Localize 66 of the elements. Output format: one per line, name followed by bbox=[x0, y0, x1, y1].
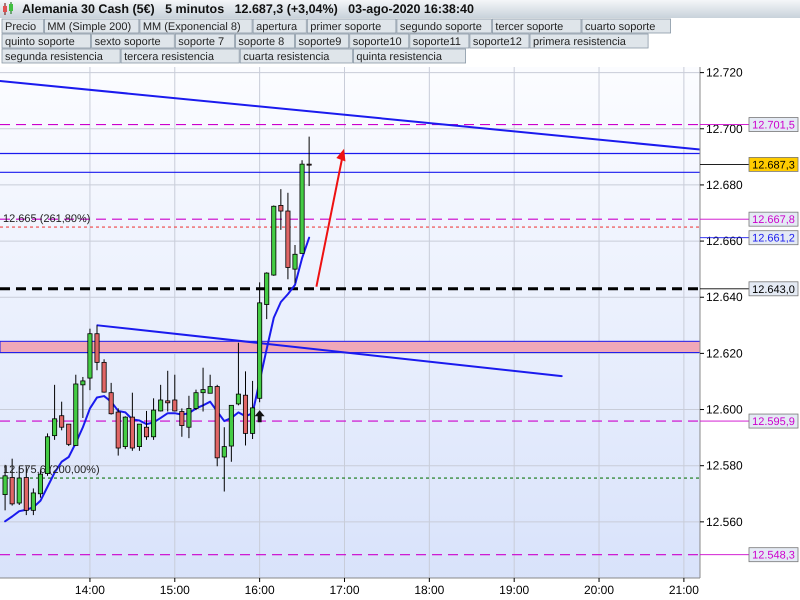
text: soporte10 bbox=[352, 36, 402, 48]
text: segunda resistencia bbox=[5, 51, 104, 63]
text: soporte11 bbox=[412, 36, 461, 48]
candlestick bbox=[30, 488, 36, 516]
text: sexto soporte bbox=[94, 36, 161, 48]
ref-line-label: 12.701,5 bbox=[752, 120, 795, 132]
candlestick bbox=[66, 424, 72, 447]
x-tick-label: 15:00 bbox=[160, 583, 190, 597]
candlestick bbox=[80, 376, 86, 418]
candlestick bbox=[208, 374, 213, 394]
candlestick bbox=[52, 384, 58, 440]
candlestick bbox=[165, 370, 170, 412]
candlestick bbox=[222, 426, 227, 492]
text: quinto soporte bbox=[5, 36, 75, 48]
x-tick-label: 19:00 bbox=[499, 583, 530, 597]
y-tick-label: 12.720 bbox=[706, 66, 744, 80]
text: quinta resistencia bbox=[356, 51, 443, 63]
text: soporte 8 bbox=[238, 36, 284, 48]
text: MM (Simple 200) bbox=[47, 21, 132, 33]
candlestick bbox=[306, 136, 312, 187]
text: MM (Exponencial 8) bbox=[142, 21, 241, 33]
chart-title: Alemania 30 Cash (5€) 5 minutos 12.687,3 (+3,04%) 03-ago-2020 16:38:40 bbox=[22, 2, 474, 16]
text: apertura bbox=[256, 21, 298, 33]
candlestick bbox=[193, 389, 199, 411]
ref-line-label: 12.548,3 bbox=[752, 550, 795, 562]
y-tick-label: 12.680 bbox=[706, 178, 744, 192]
text: soporte 7 bbox=[178, 36, 224, 48]
text: primera resistencia bbox=[533, 36, 627, 48]
text: soporte9 bbox=[298, 36, 342, 48]
x-tick-label: 17:00 bbox=[329, 583, 360, 597]
ref-line-label: 12.595,9 bbox=[752, 416, 795, 428]
y-tick-label: 12.640 bbox=[706, 290, 744, 304]
ref-line-label: 12.643,0 bbox=[752, 284, 795, 296]
text: soporte12 bbox=[472, 36, 522, 48]
candlestick bbox=[200, 367, 206, 412]
candlestick bbox=[236, 342, 241, 406]
candlestick bbox=[186, 395, 192, 439]
y-tick-label: 12.620 bbox=[706, 346, 744, 360]
candlestick bbox=[136, 424, 142, 452]
candlestick bbox=[158, 384, 164, 412]
text: 12.687,3 bbox=[752, 159, 795, 172]
text: tercera resistencia bbox=[124, 51, 215, 63]
y-tick-label: 12.600 bbox=[706, 402, 744, 417]
candlestick bbox=[292, 244, 298, 284]
candlestick bbox=[108, 382, 114, 416]
y-tick-label: 12.580 bbox=[706, 458, 744, 473]
x-tick-label: 20:00 bbox=[584, 583, 614, 597]
text: tercer soporte bbox=[495, 21, 564, 33]
text: segundo soporte bbox=[400, 21, 482, 33]
candlestick bbox=[172, 374, 178, 412]
ref-line-label: 12.667,8 bbox=[752, 214, 795, 226]
text: cuarta resistencia bbox=[243, 51, 330, 63]
y-tick-label: 12.700 bbox=[706, 122, 744, 136]
text: 12.661,2 bbox=[752, 232, 795, 245]
candlestick bbox=[179, 408, 184, 438]
text: cuarto soporte bbox=[585, 21, 656, 33]
text: primer soporte bbox=[310, 21, 382, 33]
x-tick-label: 16:00 bbox=[244, 583, 275, 597]
x-tick-label: 14:00 bbox=[74, 583, 106, 597]
candlestick bbox=[59, 401, 64, 431]
y-tick-label: 12.560 bbox=[706, 514, 744, 529]
candlestick bbox=[144, 410, 150, 440]
candlestick bbox=[278, 188, 284, 230]
x-tick-label: 21:00 bbox=[668, 583, 700, 597]
x-tick-label: 18:00 bbox=[414, 583, 445, 597]
text: Precio bbox=[5, 21, 36, 33]
